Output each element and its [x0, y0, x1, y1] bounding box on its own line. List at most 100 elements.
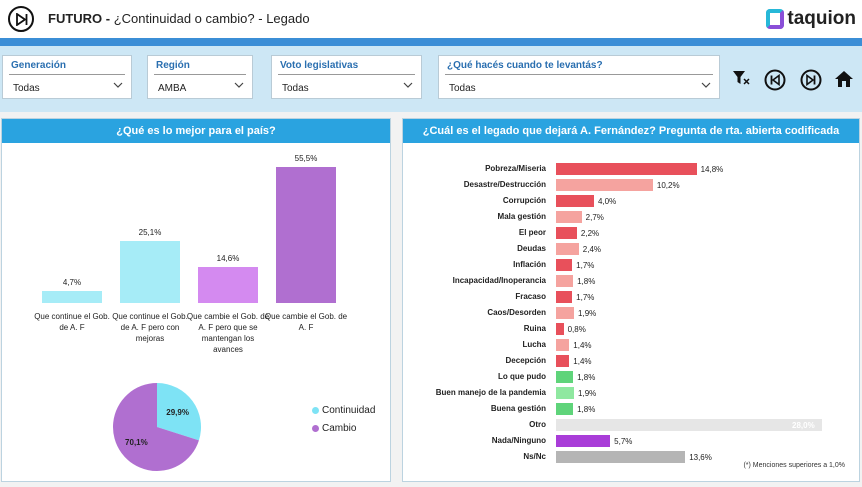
bar-option-1[interactable]	[42, 291, 102, 303]
hbar-value-label: 4,0%	[598, 197, 617, 206]
hbar-4[interactable]	[556, 211, 582, 223]
pie-slice-label: 29,9%	[166, 408, 189, 417]
pie-chart: 29,9% 70,1%	[113, 383, 201, 471]
hbar-12[interactable]	[556, 339, 570, 351]
bar-category-label: Que continue el Gob. de A. F	[34, 312, 110, 332]
hbar-13[interactable]	[556, 355, 570, 367]
hbar-category-label: Ns/Nc	[523, 452, 546, 461]
hbar-6[interactable]	[556, 243, 579, 255]
bar-option-4[interactable]	[276, 167, 336, 303]
hbar-value-label: 1,4%	[573, 341, 592, 350]
taquion-logo: taquion	[766, 6, 856, 32]
hbar-1[interactable]	[556, 163, 697, 175]
hbar-category-label: Inflación	[513, 260, 546, 269]
filter-bar: Generación Todas Región AMBA Voto legisl…	[0, 46, 862, 112]
hbar-value-label: 1,8%	[577, 373, 596, 382]
hbar-8[interactable]	[556, 275, 574, 287]
hbar-value-label: 0,8%	[567, 325, 586, 334]
hbar-value-label: 5,7%	[614, 437, 633, 446]
hbar-value-label: 1,4%	[573, 357, 592, 366]
hbar-value-label: 2,2%	[580, 229, 600, 238]
hbar-value-label: 1,7%	[576, 261, 595, 270]
hbar-category-label: Buen manejo de la pandemia	[435, 388, 546, 397]
hbar-value-label: 1,9%	[578, 389, 597, 398]
bar-category-label: Que continue el Gob. de A. F pero con me…	[112, 312, 188, 343]
previous-page-icon[interactable]	[764, 69, 786, 91]
filter-region-value: AMBA	[158, 83, 187, 94]
filter-voto-legislativas[interactable]: Voto legislativas Todas	[271, 55, 422, 99]
filter-que-haces-value: Todas	[449, 83, 476, 94]
hbar-category-label: Deudas	[517, 244, 546, 253]
chevron-down-icon[interactable]	[701, 82, 711, 89]
bar-option-2[interactable]	[120, 241, 180, 303]
filter-voto-value: Todas	[282, 83, 309, 94]
back-button[interactable]	[8, 6, 34, 32]
left-panel-title: ¿Qué es lo mejor para el país?	[2, 119, 390, 143]
hbar-category-label: Nada/Ninguno	[491, 436, 546, 445]
bar-value-label: 4,7%	[62, 278, 82, 288]
bar-category-label: Que cambie el Gob. de A. F pero que se m…	[186, 312, 270, 354]
hbar-7[interactable]	[556, 259, 573, 271]
chevron-down-icon[interactable]	[113, 82, 123, 89]
left-panel: ¿Qué es lo mejor para el país? 4,7% Que c…	[1, 118, 391, 482]
hbar-category-label: Otro	[529, 420, 546, 429]
hbar-category-label: Corrupción	[502, 196, 546, 205]
hbar-value-label: 28,0%	[792, 421, 815, 430]
bar-option-3[interactable]	[198, 267, 258, 303]
hbar-category-label: Lucha	[522, 340, 546, 349]
filter-clear-icon[interactable]	[732, 69, 750, 87]
hbar-3[interactable]	[556, 195, 594, 207]
hbar-11[interactable]	[556, 323, 564, 335]
filter-region[interactable]: Región AMBA	[147, 55, 253, 99]
right-panel-title: ¿Cuál es el legado que dejará A. Fernánd…	[403, 119, 859, 143]
filter-que-haces[interactable]: ¿Qué hacés cuando te levantás? Todas	[438, 55, 720, 99]
chevron-down-icon[interactable]	[403, 82, 413, 89]
hbar-category-label: Caos/Desorden	[487, 308, 546, 317]
hbar-5[interactable]	[556, 227, 577, 239]
legend-dot-cambio	[312, 425, 319, 432]
hbar-18[interactable]	[556, 435, 611, 447]
hbar-value-label: 1,8%	[577, 277, 596, 286]
next-page-icon[interactable]	[800, 69, 822, 91]
hbar-10[interactable]	[556, 307, 575, 319]
hbar-9[interactable]	[556, 291, 573, 303]
header-bar: FUTURO - ¿Continuidad o cambio? - Legado…	[0, 0, 862, 38]
hbar-category-label: Desastre/Destrucción	[463, 180, 546, 189]
legend-continuidad: Continuidad	[312, 405, 375, 416]
bar-value-label: 25,1%	[138, 228, 162, 238]
hbar-19[interactable]	[556, 451, 686, 463]
filter-generacion-value: Todas	[13, 83, 40, 94]
hbar-value-label: 1,7%	[576, 293, 595, 302]
hbar-category-label: Decepción	[505, 356, 546, 365]
hbar-category-label: Lo que pudo	[498, 372, 546, 381]
hbar-value-label: 1,9%	[578, 309, 597, 318]
hbar-16[interactable]	[556, 403, 574, 415]
play-back-icon	[16, 13, 28, 26]
hbar-category-label: Fracaso	[515, 292, 546, 301]
legend-dot-continuidad	[312, 407, 319, 414]
hbar-category-label: Ruina	[523, 324, 546, 333]
chevron-down-icon[interactable]	[234, 82, 244, 89]
pie-slice-continuidad[interactable]	[157, 383, 201, 441]
hbar-category-label: Pobreza/Miseria	[485, 164, 546, 173]
home-icon[interactable]	[834, 70, 854, 88]
hbar-category-label: El peor	[518, 228, 546, 237]
hbar-15[interactable]	[556, 387, 575, 399]
legend-cambio: Cambio	[312, 423, 356, 434]
hbar-17[interactable]	[556, 419, 822, 431]
pie-slice-cambio[interactable]	[113, 383, 199, 471]
footnote: (*) Menciones superiores a 1,0%	[743, 462, 845, 469]
hbar-2[interactable]	[556, 179, 653, 191]
pie-slice-label: 70,1%	[125, 438, 148, 447]
hbar-value-label: 10,2%	[656, 181, 680, 190]
logo-mark-icon	[766, 9, 785, 29]
bar-value-label: 14,6%	[216, 254, 240, 264]
hbar-14[interactable]	[556, 371, 574, 383]
hbar-category-label: Mala gestión	[497, 212, 546, 221]
bar-category-label: Que cambie el Gob. de A. F	[264, 312, 348, 332]
hbar-category-label: Buena gestión	[490, 404, 546, 413]
hbar-value-label: 1,8%	[577, 405, 596, 414]
page-title: FUTURO - ¿Continuidad o cambio? - Legado	[48, 11, 310, 26]
filter-generacion[interactable]: Generación Todas	[2, 55, 132, 99]
accent-stripe	[0, 38, 862, 46]
